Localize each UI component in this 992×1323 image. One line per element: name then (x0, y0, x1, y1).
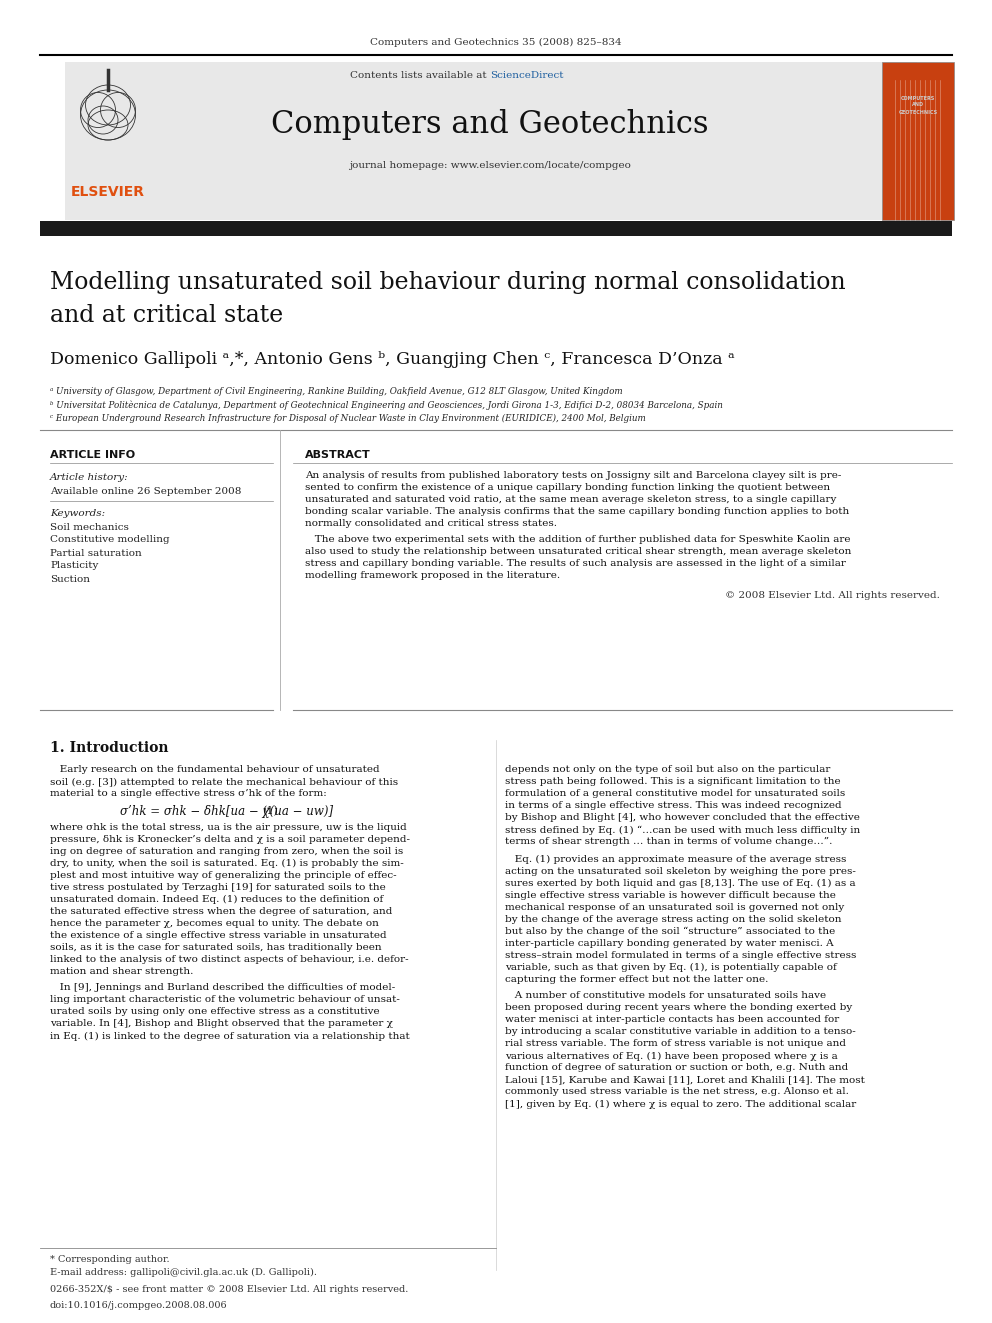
Text: Laloui [15], Karube and Kawai [11], Loret and Khalili [14]. The most: Laloui [15], Karube and Kawai [11], Lore… (505, 1076, 865, 1085)
Text: function of degree of saturation or suction or both, e.g. Nuth and: function of degree of saturation or suct… (505, 1064, 848, 1073)
Bar (40, 221, 952, 235)
Text: urated soils by using only one effective stress as a constitutive: urated soils by using only one effective… (50, 1008, 380, 1016)
Text: modelling framework proposed in the literature.: modelling framework proposed in the lite… (305, 570, 560, 579)
Text: mation and shear strength.: mation and shear strength. (50, 967, 193, 975)
Text: plest and most intuitive way of generalizing the principle of effec-: plest and most intuitive way of generali… (50, 871, 397, 880)
Text: inter-particle capillary bonding generated by water menisci. A: inter-particle capillary bonding generat… (505, 938, 833, 947)
Text: in Eq. (1) is linked to the degree of saturation via a relationship that: in Eq. (1) is linked to the degree of sa… (50, 1032, 410, 1041)
Text: stress–strain model formulated in terms of a single effective stress: stress–strain model formulated in terms … (505, 950, 856, 959)
Text: soils, as it is the case for saturated soils, has traditionally been: soils, as it is the case for saturated s… (50, 942, 382, 951)
Text: ABSTRACT: ABSTRACT (305, 450, 371, 460)
Text: mechanical response of an unsaturated soil is governed not only: mechanical response of an unsaturated so… (505, 902, 844, 912)
Text: the existence of a single effective stress variable in unsaturated: the existence of a single effective stre… (50, 930, 387, 939)
Text: stress and capillary bonding variable. The results of such analysis are assessed: stress and capillary bonding variable. T… (305, 558, 846, 568)
Text: The above two experimental sets with the addition of further published data for : The above two experimental sets with the… (305, 534, 850, 544)
Text: bonding scalar variable. The analysis confirms that the same capillary bonding f: bonding scalar variable. The analysis co… (305, 508, 849, 516)
Text: depends not only on the type of soil but also on the particular: depends not only on the type of soil but… (505, 766, 830, 774)
Text: Soil mechanics: Soil mechanics (50, 523, 129, 532)
Text: COMPUTERS
AND
GEOTECHNICS: COMPUTERS AND GEOTECHNICS (899, 95, 937, 115)
Text: acting on the unsaturated soil skeleton by weighing the pore pres-: acting on the unsaturated soil skeleton … (505, 867, 856, 876)
Text: ling important characteristic of the volumetric behaviour of unsat-: ling important characteristic of the vol… (50, 995, 400, 1004)
Bar (882, 62, 954, 220)
Text: (1): (1) (262, 806, 278, 816)
Text: soil (e.g. [3]) attempted to relate the mechanical behaviour of this: soil (e.g. [3]) attempted to relate the … (50, 778, 398, 787)
Text: various alternatives of Eq. (1) have been proposed where χ is a: various alternatives of Eq. (1) have bee… (505, 1052, 838, 1061)
Text: variable, such as that given by Eq. (1), is potentially capable of: variable, such as that given by Eq. (1),… (505, 962, 836, 971)
Text: sented to confirm the existence of a unique capillary bonding function linking t: sented to confirm the existence of a uni… (305, 483, 830, 492)
Text: commonly used stress variable is the net stress, e.g. Alonso et al.: commonly used stress variable is the net… (505, 1088, 849, 1097)
Text: in terms of a single effective stress. This was indeed recognized: in terms of a single effective stress. T… (505, 802, 841, 811)
Text: ELSEVIER: ELSEVIER (71, 185, 145, 198)
Text: capturing the former effect but not the latter one.: capturing the former effect but not the … (505, 975, 769, 983)
Text: where σhk is the total stress, ua is the air pressure, uw is the liquid: where σhk is the total stress, ua is the… (50, 823, 407, 831)
Text: also used to study the relationship between unsaturated critical shear strength,: also used to study the relationship betw… (305, 546, 851, 556)
Text: ᵇ Universitat Politècnica de Catalunya, Department of Geotechnical Engineering a: ᵇ Universitat Politècnica de Catalunya, … (50, 401, 723, 410)
Text: normally consolidated and critical stress states.: normally consolidated and critical stres… (305, 520, 557, 528)
Text: Article history:: Article history: (50, 474, 129, 483)
Text: 1. Introduction: 1. Introduction (50, 741, 169, 755)
Text: formulation of a general constitutive model for unsaturated soils: formulation of a general constitutive mo… (505, 790, 845, 799)
Text: ScienceDirect: ScienceDirect (490, 71, 563, 81)
Text: Computers and Geotechnics 35 (2008) 825–834: Computers and Geotechnics 35 (2008) 825–… (370, 37, 622, 46)
Text: rial stress variable. The form of stress variable is not unique and: rial stress variable. The form of stress… (505, 1040, 846, 1049)
Text: single effective stress variable is however difficult because the: single effective stress variable is howe… (505, 890, 836, 900)
Text: the saturated effective stress when the degree of saturation, and: the saturated effective stress when the … (50, 906, 393, 916)
Text: doi:10.1016/j.compgeo.2008.08.006: doi:10.1016/j.compgeo.2008.08.006 (50, 1301, 227, 1310)
Text: but also by the change of the soil “structure” associated to the: but also by the change of the soil “stru… (505, 926, 835, 935)
Text: Partial saturation: Partial saturation (50, 549, 142, 557)
Text: In [9], Jennings and Burland described the difficulties of model-: In [9], Jennings and Burland described t… (50, 983, 395, 992)
Text: ing on degree of saturation and ranging from zero, when the soil is: ing on degree of saturation and ranging … (50, 847, 404, 856)
Text: ᵃ University of Glasgow, Department of Civil Engineering, Rankine Building, Oakf: ᵃ University of Glasgow, Department of C… (50, 388, 623, 397)
Text: Plasticity: Plasticity (50, 561, 98, 570)
Text: A number of constitutive models for unsaturated soils have: A number of constitutive models for unsa… (505, 991, 826, 1000)
Text: * Corresponding author.: * Corresponding author. (50, 1256, 170, 1265)
Text: journal homepage: www.elsevier.com/locate/compgeo: journal homepage: www.elsevier.com/locat… (349, 160, 631, 169)
Text: 0266-352X/$ - see front matter © 2008 Elsevier Ltd. All rights reserved.: 0266-352X/$ - see front matter © 2008 El… (50, 1286, 409, 1294)
Bar (65, 62, 917, 220)
Text: [1], given by Eq. (1) where χ is equal to zero. The additional scalar: [1], given by Eq. (1) where χ is equal t… (505, 1099, 856, 1109)
Text: terms of shear strength … than in terms of volume change…”.: terms of shear strength … than in terms … (505, 837, 832, 847)
Text: water menisci at inter-particle contacts has been accounted for: water menisci at inter-particle contacts… (505, 1016, 839, 1024)
Text: ᶜ European Underground Research Infrastructure for Disposal of Nuclear Waste in : ᶜ European Underground Research Infrastr… (50, 413, 646, 422)
Text: Keywords:: Keywords: (50, 509, 105, 519)
Text: by Bishop and Blight [4], who however concluded that the effective: by Bishop and Blight [4], who however co… (505, 814, 860, 823)
Text: Contents lists available at: Contents lists available at (350, 71, 490, 81)
Text: σ’hk = σhk − δhk[ua − χ(ua − uw)]: σ’hk = σhk − δhk[ua − χ(ua − uw)] (120, 804, 333, 818)
Text: tive stress postulated by Terzaghi [19] for saturated soils to the: tive stress postulated by Terzaghi [19] … (50, 882, 386, 892)
Text: been proposed during recent years where the bonding exerted by: been proposed during recent years where … (505, 1004, 852, 1012)
Text: by the change of the average stress acting on the solid skeleton: by the change of the average stress acti… (505, 914, 841, 923)
Text: unsaturated and saturated void ratio, at the same mean average skeleton stress, : unsaturated and saturated void ratio, at… (305, 496, 836, 504)
Text: Suction: Suction (50, 574, 90, 583)
Text: variable. In [4], Bishop and Blight observed that the parameter χ: variable. In [4], Bishop and Blight obse… (50, 1020, 393, 1028)
Text: and at critical state: and at critical state (50, 303, 284, 327)
Text: stress defined by Eq. (1) “…can be used with much less difficulty in: stress defined by Eq. (1) “…can be used … (505, 826, 860, 835)
Text: unsaturated domain. Indeed Eq. (1) reduces to the definition of: unsaturated domain. Indeed Eq. (1) reduc… (50, 894, 383, 904)
Text: An analysis of results from published laboratory tests on Jossigny silt and Barc: An analysis of results from published la… (305, 471, 841, 480)
Text: linked to the analysis of two distinct aspects of behaviour, i.e. defor-: linked to the analysis of two distinct a… (50, 954, 409, 963)
Text: dry, to unity, when the soil is saturated. Eq. (1) is probably the sim-: dry, to unity, when the soil is saturate… (50, 859, 404, 868)
Text: by introducing a scalar constitutive variable in addition to a tenso-: by introducing a scalar constitutive var… (505, 1028, 856, 1036)
Text: Early research on the fundamental behaviour of unsaturated: Early research on the fundamental behavi… (50, 766, 380, 774)
Text: stress path being followed. This is a significant limitation to the: stress path being followed. This is a si… (505, 778, 840, 786)
Text: Constitutive modelling: Constitutive modelling (50, 536, 170, 545)
Text: sures exerted by both liquid and gas [8,13]. The use of Eq. (1) as a: sures exerted by both liquid and gas [8,… (505, 878, 856, 888)
Text: ARTICLE INFO: ARTICLE INFO (50, 450, 135, 460)
Text: E-mail address: gallipoli@civil.gla.ac.uk (D. Gallipoli).: E-mail address: gallipoli@civil.gla.ac.u… (50, 1267, 317, 1277)
Text: Domenico Gallipoli ᵃ,*, Antonio Gens ᵇ, Guangjing Chen ᶜ, Francesca D’Onza ᵃ: Domenico Gallipoli ᵃ,*, Antonio Gens ᵇ, … (50, 352, 735, 369)
Text: Available online 26 September 2008: Available online 26 September 2008 (50, 487, 241, 496)
Text: Computers and Geotechnics: Computers and Geotechnics (271, 110, 709, 140)
Text: pressure, δhk is Kronecker’s delta and χ is a soil parameter depend-: pressure, δhk is Kronecker’s delta and χ… (50, 835, 410, 844)
Text: hence the parameter χ, becomes equal to unity. The debate on: hence the parameter χ, becomes equal to … (50, 918, 379, 927)
Text: Eq. (1) provides an approximate measure of the average stress: Eq. (1) provides an approximate measure … (505, 855, 846, 864)
Text: material to a single effective stress σ’hk of the form:: material to a single effective stress σ’… (50, 790, 326, 799)
Text: Modelling unsaturated soil behaviour during normal consolidation: Modelling unsaturated soil behaviour dur… (50, 270, 845, 294)
Text: © 2008 Elsevier Ltd. All rights reserved.: © 2008 Elsevier Ltd. All rights reserved… (725, 590, 940, 599)
